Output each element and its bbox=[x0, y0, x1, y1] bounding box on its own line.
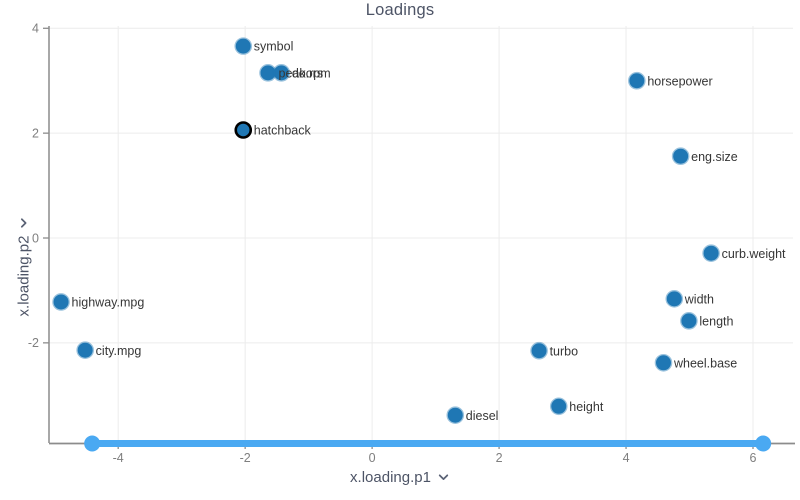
x-tick-label: 4 bbox=[623, 451, 630, 465]
point-label: curb.weight bbox=[722, 247, 786, 261]
point-label: city.mpg bbox=[96, 344, 142, 358]
range-slider-handle-left[interactable] bbox=[84, 435, 101, 452]
point-label: height bbox=[569, 400, 604, 414]
data-point[interactable] bbox=[446, 406, 465, 425]
point-label: peak.rpm bbox=[279, 66, 331, 80]
chart-title: Loadings bbox=[365, 1, 435, 19]
data-point[interactable] bbox=[671, 147, 690, 166]
point-label: horsepower bbox=[647, 74, 712, 88]
point-label: hatchback bbox=[254, 124, 312, 138]
point-label: doors bbox=[292, 66, 323, 80]
data-point[interactable] bbox=[665, 290, 684, 308]
x-tick-label: -2 bbox=[240, 451, 251, 465]
data-point[interactable] bbox=[530, 341, 548, 360]
data-point[interactable] bbox=[628, 71, 646, 90]
x-axis-label: x.loading.p1 bbox=[350, 469, 431, 486]
data-point[interactable] bbox=[76, 341, 94, 360]
data-point[interactable] bbox=[549, 397, 568, 416]
point-label: length bbox=[699, 314, 733, 328]
x-tick-label: -4 bbox=[113, 451, 124, 465]
data-point[interactable] bbox=[234, 37, 253, 55]
chevron-down-icon bbox=[20, 218, 27, 228]
data-point[interactable] bbox=[272, 64, 291, 82]
point-label: diesel bbox=[466, 409, 499, 423]
y-tick-label: 2 bbox=[32, 127, 39, 141]
data-point[interactable] bbox=[52, 293, 70, 311]
point-label: highway.mpg bbox=[72, 296, 145, 310]
x-axis-selector[interactable]: x.loading.p1 bbox=[0, 469, 800, 486]
y-axis-selector[interactable]: x.loading.p2 bbox=[16, 197, 33, 337]
y-tick-label: 0 bbox=[32, 231, 39, 245]
chevron-down-icon bbox=[438, 474, 449, 480]
data-point[interactable] bbox=[702, 244, 720, 263]
point-label: turbo bbox=[550, 344, 579, 358]
range-slider-bar[interactable] bbox=[92, 440, 764, 447]
y-axis-label: x.loading.p2 bbox=[15, 235, 33, 317]
data-point[interactable] bbox=[654, 353, 673, 372]
range-slider-handle-right[interactable] bbox=[755, 435, 772, 452]
x-tick-label: 6 bbox=[750, 451, 757, 465]
x-tick-label: 0 bbox=[369, 451, 376, 465]
x-tick-label: 2 bbox=[496, 451, 503, 465]
y-tick-label: -2 bbox=[28, 336, 39, 350]
point-label: eng.size bbox=[691, 150, 738, 164]
y-tick-label: 4 bbox=[32, 22, 39, 36]
data-point-selected[interactable] bbox=[234, 121, 253, 139]
point-label: wheel.base bbox=[673, 356, 737, 370]
point-label: symbol bbox=[254, 40, 294, 54]
point-label: width bbox=[684, 292, 714, 306]
data-point[interactable] bbox=[680, 312, 698, 330]
